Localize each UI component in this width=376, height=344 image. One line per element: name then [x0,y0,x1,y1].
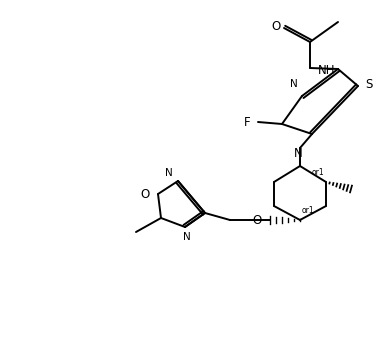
Text: N: N [183,232,191,242]
Text: or1: or1 [311,168,324,176]
Text: N: N [294,147,302,160]
Text: O: O [141,187,150,201]
Text: O: O [253,214,262,226]
Text: F: F [243,116,250,129]
Text: or1: or1 [302,205,315,215]
Text: N: N [290,79,298,89]
Text: S: S [365,77,372,90]
Text: N: N [165,168,173,178]
Text: O: O [271,20,280,32]
Text: NH: NH [318,64,335,76]
